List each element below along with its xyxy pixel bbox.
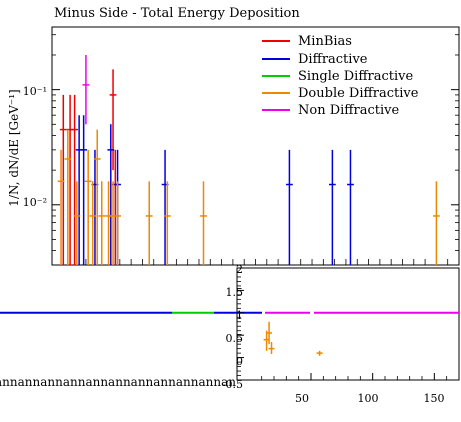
bottom-y-tick-label-1-5: 1.5 <box>226 286 244 299</box>
legend: MinBias Diffractive Single Diffractive D… <box>262 34 419 118</box>
bottom-plot-area <box>0 267 460 381</box>
bottom-x-tick-label-150: 150 <box>424 392 445 405</box>
bottom-x-tick-label-100: 100 <box>358 392 379 405</box>
bottom-y-tick-label-0-5: 0.5 <box>226 332 244 345</box>
legend-label-single-diffractive: Single Diffractive <box>298 69 414 84</box>
legend-label-diffractive: Diffractive <box>298 52 368 67</box>
top-y-tick-label-1: 10⁻¹ <box>23 85 47 98</box>
legend-label-non-diffractive: Non Diffractive <box>298 103 399 118</box>
top-chart-title: Minus Side - Total Energy Deposition <box>54 6 300 21</box>
bottom-x-tick-label-50: 50 <box>295 392 309 405</box>
bottom-plot-frame <box>236 267 460 381</box>
bottom-y-tick-label-2: 2 <box>236 263 243 276</box>
bottom-y-tick-label-1: 1 <box>236 309 243 322</box>
bottom-y-tick-label-neg-0-5: -0.5 <box>222 378 243 391</box>
legend-label-minbias: MinBias <box>298 34 352 49</box>
bottom-x-overflow-label: nannannannannannannannannannannannannann… <box>0 375 236 389</box>
legend-label-double-diffractive: Double Diffractive <box>298 86 419 101</box>
top-plot-area <box>52 34 459 265</box>
top-y-axis-label: 1/N, dN/dE [GeV⁻¹] <box>7 89 21 206</box>
bottom-y-tick-label-0: 0 <box>236 355 243 368</box>
top-y-tick-label-2: 10⁻² <box>23 196 47 209</box>
